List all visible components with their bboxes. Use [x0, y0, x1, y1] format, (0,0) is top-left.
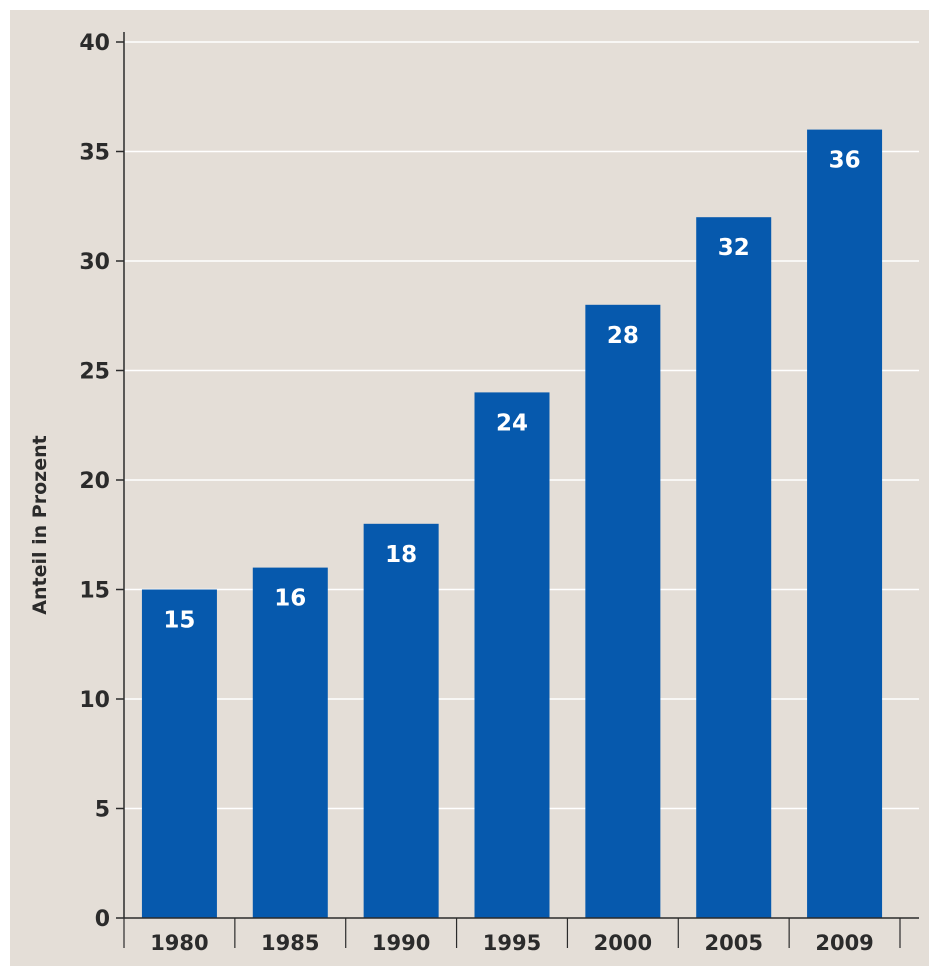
- bar-value-label: 36: [829, 148, 861, 174]
- y-axis-title: Anteil in Prozent: [29, 435, 51, 614]
- y-tick-label: 15: [79, 579, 110, 604]
- bar: [252, 567, 328, 918]
- bar: [807, 129, 883, 919]
- y-tick-label: 5: [95, 798, 110, 823]
- bar: [363, 523, 439, 918]
- y-tick-label: 25: [79, 360, 110, 385]
- bar: [474, 392, 550, 918]
- bar-value-label: 32: [718, 235, 750, 261]
- bar-value-label: 15: [163, 608, 195, 634]
- x-tick-label: 1980: [150, 931, 208, 955]
- x-tick-label: 2009: [815, 931, 873, 955]
- y-tick-label: 0: [95, 907, 110, 932]
- bar: [141, 589, 217, 918]
- y-tick-label: 30: [79, 250, 110, 275]
- y-tick-labels: 0 5 10 15 20 25 30 35 40: [79, 31, 110, 932]
- bar: [696, 217, 772, 918]
- bars: 15 16 18 24 28 32 36: [141, 129, 883, 919]
- y-tick-label: 20: [79, 469, 110, 494]
- y-tick-label: 10: [79, 688, 110, 713]
- bar-value-label: 24: [496, 410, 528, 436]
- y-tick-label: 40: [79, 31, 110, 56]
- x-tick-label: 2005: [704, 931, 762, 955]
- x-tick-label: 1995: [483, 931, 541, 955]
- bar-value-label: 18: [385, 542, 417, 568]
- axes: [123, 32, 919, 919]
- bar-value-label: 28: [607, 323, 639, 349]
- bar: [585, 304, 661, 918]
- x-tick-label: 1985: [261, 931, 319, 955]
- x-tick-label: 2000: [594, 931, 652, 955]
- x-tick-label: 1990: [372, 931, 430, 955]
- x-tick-labels: 1980 1985 1990 1995 2000 2005 2009: [123, 918, 901, 955]
- y-tick-label: 35: [79, 141, 110, 166]
- bar-value-label: 16: [274, 586, 306, 612]
